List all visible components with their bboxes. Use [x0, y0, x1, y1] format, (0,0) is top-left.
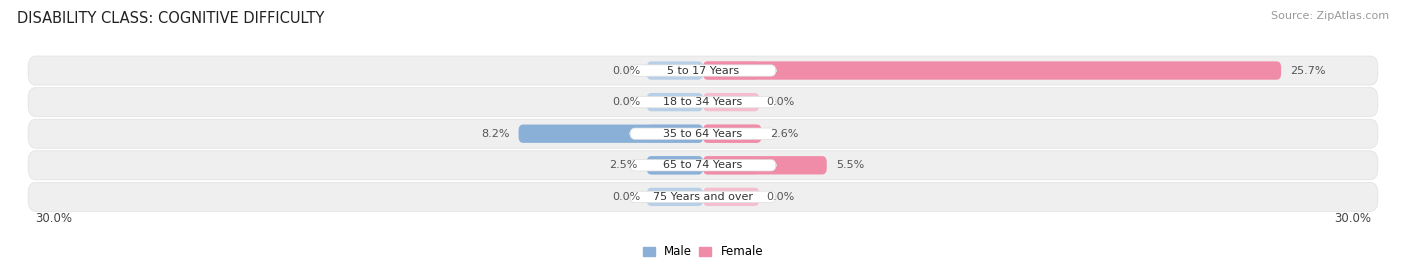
Text: 5 to 17 Years: 5 to 17 Years — [666, 66, 740, 76]
FancyBboxPatch shape — [630, 65, 776, 76]
FancyBboxPatch shape — [519, 125, 703, 143]
FancyBboxPatch shape — [647, 156, 703, 175]
FancyBboxPatch shape — [647, 156, 703, 175]
Text: 18 to 34 Years: 18 to 34 Years — [664, 97, 742, 107]
Text: DISABILITY CLASS: COGNITIVE DIFFICULTY: DISABILITY CLASS: COGNITIVE DIFFICULTY — [17, 11, 325, 26]
Text: 2.5%: 2.5% — [609, 160, 638, 170]
Text: 25.7%: 25.7% — [1291, 66, 1326, 76]
Text: 0.0%: 0.0% — [612, 97, 640, 107]
FancyBboxPatch shape — [28, 151, 1378, 180]
FancyBboxPatch shape — [630, 191, 776, 203]
FancyBboxPatch shape — [647, 125, 703, 143]
FancyBboxPatch shape — [703, 61, 1281, 80]
Text: 65 to 74 Years: 65 to 74 Years — [664, 160, 742, 170]
FancyBboxPatch shape — [28, 56, 1378, 85]
FancyBboxPatch shape — [28, 119, 1378, 148]
FancyBboxPatch shape — [703, 125, 759, 143]
FancyBboxPatch shape — [28, 182, 1378, 211]
Text: 0.0%: 0.0% — [766, 97, 794, 107]
Text: 2.6%: 2.6% — [770, 129, 799, 139]
Text: 75 Years and over: 75 Years and over — [652, 192, 754, 202]
Text: 0.0%: 0.0% — [612, 66, 640, 76]
Text: Source: ZipAtlas.com: Source: ZipAtlas.com — [1271, 11, 1389, 21]
Text: 0.0%: 0.0% — [612, 192, 640, 202]
FancyBboxPatch shape — [703, 188, 759, 206]
FancyBboxPatch shape — [703, 93, 759, 111]
FancyBboxPatch shape — [630, 128, 776, 139]
Text: 8.2%: 8.2% — [481, 129, 509, 139]
FancyBboxPatch shape — [647, 61, 703, 80]
FancyBboxPatch shape — [647, 188, 703, 206]
FancyBboxPatch shape — [630, 96, 776, 108]
Text: 5.5%: 5.5% — [835, 160, 863, 170]
FancyBboxPatch shape — [703, 156, 827, 175]
Text: 35 to 64 Years: 35 to 64 Years — [664, 129, 742, 139]
Text: 30.0%: 30.0% — [35, 212, 72, 225]
FancyBboxPatch shape — [28, 88, 1378, 117]
Text: 0.0%: 0.0% — [766, 192, 794, 202]
FancyBboxPatch shape — [703, 61, 759, 80]
FancyBboxPatch shape — [703, 125, 762, 143]
Text: 30.0%: 30.0% — [1334, 212, 1371, 225]
FancyBboxPatch shape — [630, 160, 776, 171]
FancyBboxPatch shape — [703, 156, 759, 175]
FancyBboxPatch shape — [647, 93, 703, 111]
Legend: Male, Female: Male, Female — [638, 240, 768, 263]
